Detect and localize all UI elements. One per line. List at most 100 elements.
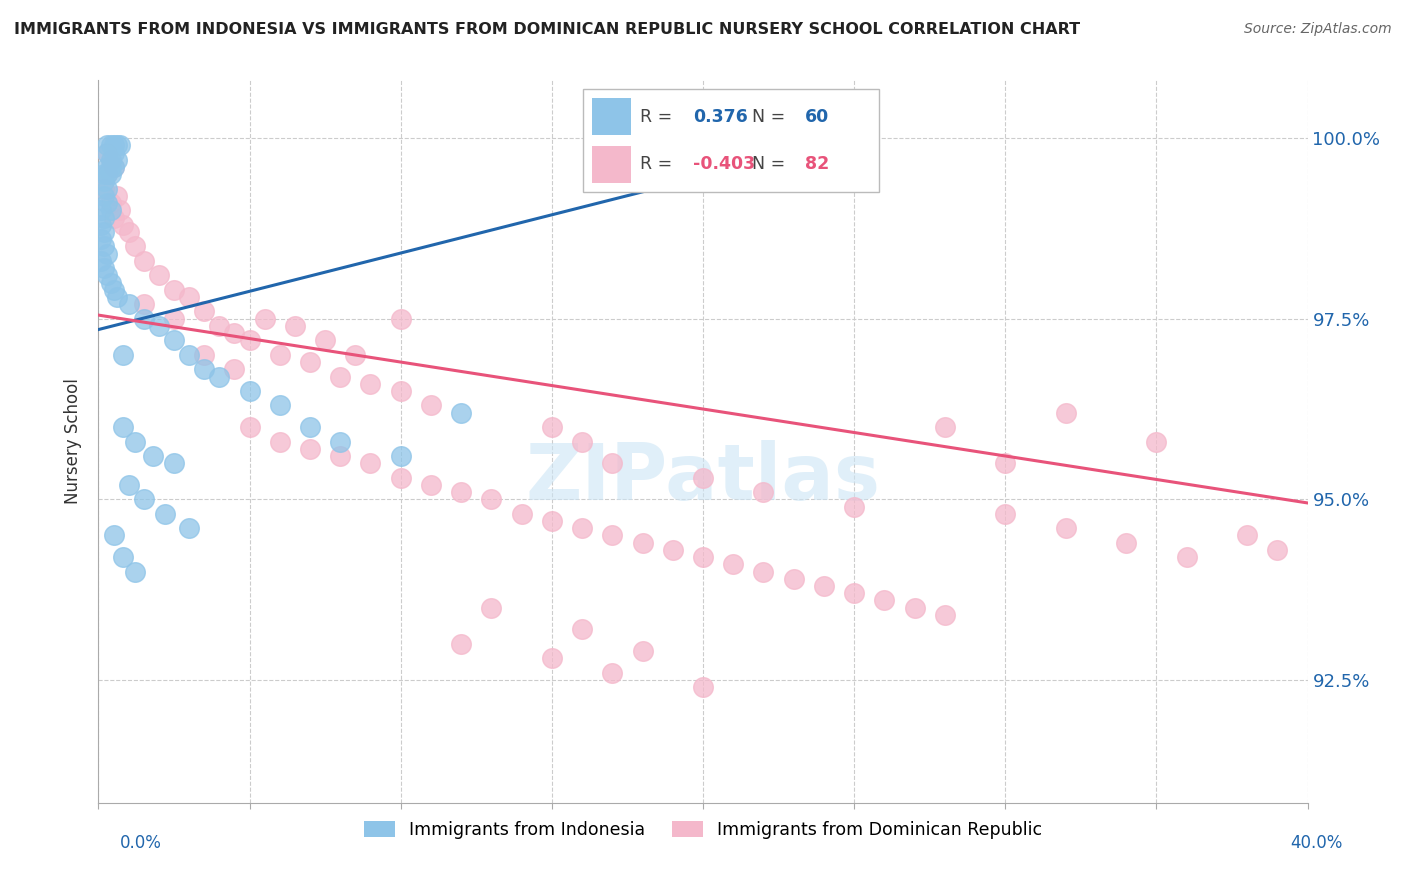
- Text: 82: 82: [804, 154, 830, 172]
- Point: [108, 138, 131, 153]
- Point: [93, 261, 115, 276]
- Point: [873, 593, 896, 607]
- Point: [239, 384, 262, 398]
- Point: [163, 456, 186, 470]
- Point: [96, 167, 118, 181]
- Point: [329, 449, 352, 463]
- Point: [450, 637, 472, 651]
- Point: [389, 449, 412, 463]
- Point: [844, 145, 866, 160]
- Point: [105, 138, 128, 153]
- Point: [193, 348, 215, 362]
- Point: [269, 434, 291, 449]
- Point: [132, 297, 155, 311]
- Point: [1054, 406, 1077, 420]
- Point: [100, 138, 122, 153]
- Point: [208, 318, 231, 333]
- Point: [179, 348, 201, 362]
- Point: [858, 138, 880, 153]
- Point: [344, 348, 367, 362]
- Point: [118, 297, 141, 311]
- Point: [329, 369, 352, 384]
- Point: [450, 485, 472, 500]
- Point: [111, 218, 134, 232]
- Point: [692, 680, 714, 694]
- Point: [631, 535, 654, 549]
- Point: [108, 203, 131, 218]
- Text: R =: R =: [640, 109, 678, 127]
- Point: [934, 607, 956, 622]
- Point: [100, 153, 122, 167]
- Point: [934, 420, 956, 434]
- Point: [103, 528, 125, 542]
- Point: [239, 334, 262, 348]
- Point: [299, 420, 322, 434]
- Point: [100, 153, 122, 167]
- Point: [93, 225, 115, 239]
- Point: [105, 153, 128, 167]
- Point: [571, 434, 593, 449]
- Point: [389, 384, 412, 398]
- Point: [100, 160, 122, 174]
- Text: Source: ZipAtlas.com: Source: ZipAtlas.com: [1244, 22, 1392, 37]
- Point: [103, 145, 125, 160]
- Point: [329, 434, 352, 449]
- Text: 60: 60: [804, 109, 830, 127]
- Point: [111, 420, 134, 434]
- Point: [661, 542, 683, 557]
- Point: [103, 138, 125, 153]
- Point: [90, 232, 112, 246]
- Point: [163, 334, 186, 348]
- Point: [450, 406, 472, 420]
- Point: [96, 160, 118, 174]
- Point: [103, 160, 125, 174]
- Point: [93, 189, 115, 203]
- Point: [148, 268, 170, 283]
- Point: [100, 203, 122, 218]
- Point: [111, 348, 134, 362]
- Point: [132, 492, 155, 507]
- Point: [90, 218, 112, 232]
- Point: [540, 651, 562, 665]
- Point: [783, 572, 806, 586]
- Point: [124, 239, 146, 253]
- Point: [692, 471, 714, 485]
- Point: [96, 246, 118, 260]
- Point: [1175, 550, 1198, 565]
- Text: R =: R =: [640, 154, 678, 172]
- Text: N =: N =: [752, 154, 790, 172]
- Point: [93, 174, 115, 188]
- Point: [299, 442, 322, 456]
- FancyBboxPatch shape: [583, 89, 879, 192]
- Point: [96, 138, 118, 153]
- Point: [105, 290, 128, 304]
- Point: [103, 160, 125, 174]
- Point: [105, 189, 128, 203]
- Point: [904, 600, 927, 615]
- Point: [253, 311, 276, 326]
- Point: [96, 181, 118, 195]
- Point: [163, 283, 186, 297]
- Point: [1236, 528, 1258, 542]
- Text: 0.376: 0.376: [693, 109, 748, 127]
- Point: [269, 348, 291, 362]
- Point: [153, 507, 176, 521]
- Point: [90, 253, 112, 268]
- Point: [208, 369, 231, 384]
- Point: [269, 398, 291, 412]
- Point: [179, 521, 201, 535]
- Point: [124, 434, 146, 449]
- Point: [100, 276, 122, 290]
- Point: [602, 665, 624, 680]
- Point: [111, 550, 134, 565]
- Point: [90, 203, 112, 218]
- Point: [481, 600, 503, 615]
- Point: [813, 579, 835, 593]
- Point: [93, 239, 115, 253]
- Bar: [592, 145, 631, 183]
- Point: [844, 500, 866, 514]
- Point: [1054, 521, 1077, 535]
- Point: [420, 398, 443, 412]
- Text: 40.0%: 40.0%: [1291, 834, 1343, 852]
- Point: [124, 565, 146, 579]
